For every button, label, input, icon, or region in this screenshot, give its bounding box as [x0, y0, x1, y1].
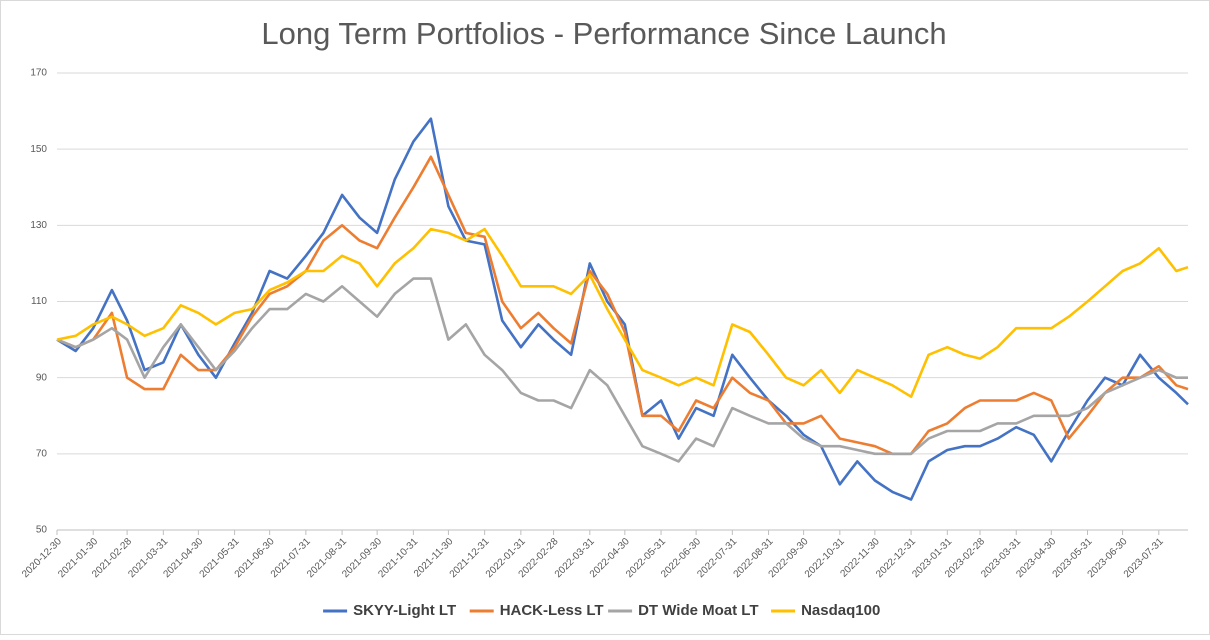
y-tick-label: 110 — [31, 296, 47, 307]
legend-label: SKYY-Light LT — [353, 602, 456, 619]
series-line — [56, 277, 1188, 463]
series-line — [56, 155, 1189, 456]
y-tick-label: 130 — [30, 220, 47, 231]
series-line — [56, 227, 1189, 398]
legend-label: Nasdaq100 — [801, 602, 880, 619]
y-tick-label: 150 — [30, 144, 47, 155]
y-tick-label: 170 — [30, 68, 47, 79]
y-tick-label: 90 — [36, 372, 48, 383]
series-line — [56, 117, 1189, 501]
y-tick-label: 70 — [36, 448, 48, 459]
chart-title: Long Term Portfolios - Performance Since… — [261, 16, 946, 51]
legend-label: DT Wide Moat LT — [638, 602, 758, 619]
y-tick-label: 50 — [36, 525, 48, 536]
legend-label: HACK-Less LT — [500, 602, 604, 619]
